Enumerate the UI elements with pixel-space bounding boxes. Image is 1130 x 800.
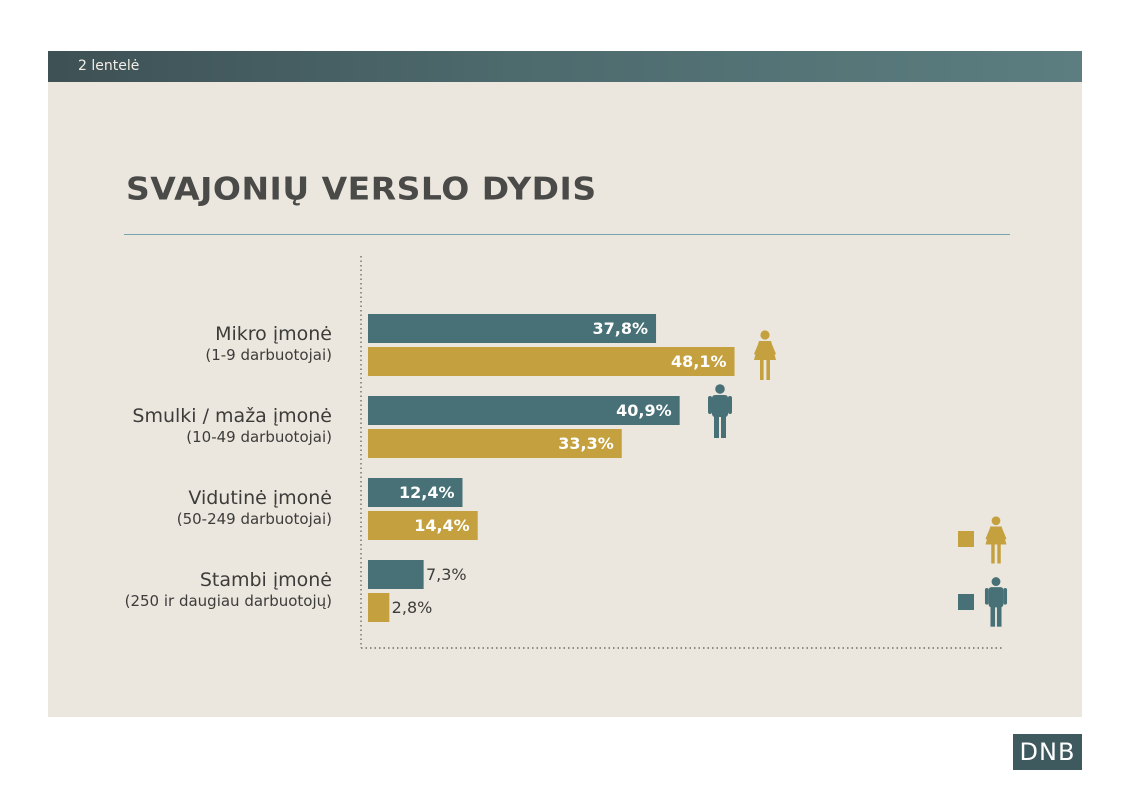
category-label: Mikro įmonė (215, 323, 332, 345)
male-bar (368, 478, 463, 507)
data-label: 12,4% (399, 483, 455, 502)
data-label: 48,1% (671, 352, 727, 371)
title-divider (124, 234, 1010, 235)
category-sublabel: (10-49 darbuotojai) (186, 428, 332, 446)
male-bar (368, 560, 424, 589)
category-sublabel: (1-9 darbuotojai) (205, 346, 332, 364)
category-sublabel: (50-249 darbuotojai) (177, 510, 332, 528)
data-label: 33,3% (558, 434, 614, 453)
data-label: 2,8% (392, 598, 433, 617)
female-bar (368, 511, 478, 540)
category-sublabel: (250 ir daugiau darbuotojų) (125, 592, 332, 610)
female-bar (368, 429, 622, 458)
chart-panel (48, 51, 1082, 717)
category-label: Smulki / maža įmonė (132, 405, 332, 427)
chart-title: SVAJONIŲ VERSLO DYDIS (126, 170, 597, 208)
data-label: 14,4% (414, 516, 470, 535)
female-bar (368, 347, 735, 376)
legend-male-icon (984, 577, 1008, 627)
legend-male-swatch (958, 594, 974, 610)
table-number-label: 2 lentelė (78, 58, 140, 74)
logo-text: DNB (1019, 738, 1076, 766)
data-label: 37,8% (593, 319, 649, 338)
female-bar (368, 593, 390, 622)
male-bar (368, 314, 657, 343)
dnb-logo: DNB (1013, 734, 1082, 770)
legend-female-icon (985, 516, 1007, 564)
male-icon (708, 384, 732, 438)
legend-female-swatch (958, 531, 974, 547)
header-bar: 2 lentelė (48, 51, 1082, 82)
data-label: 40,9% (616, 401, 672, 420)
female-icon (754, 330, 776, 380)
category-label: Stambi įmonė (200, 569, 332, 591)
data-label: 7,3% (426, 565, 467, 584)
category-label: Vidutinė įmonė (188, 487, 332, 509)
male-bar (368, 396, 680, 425)
